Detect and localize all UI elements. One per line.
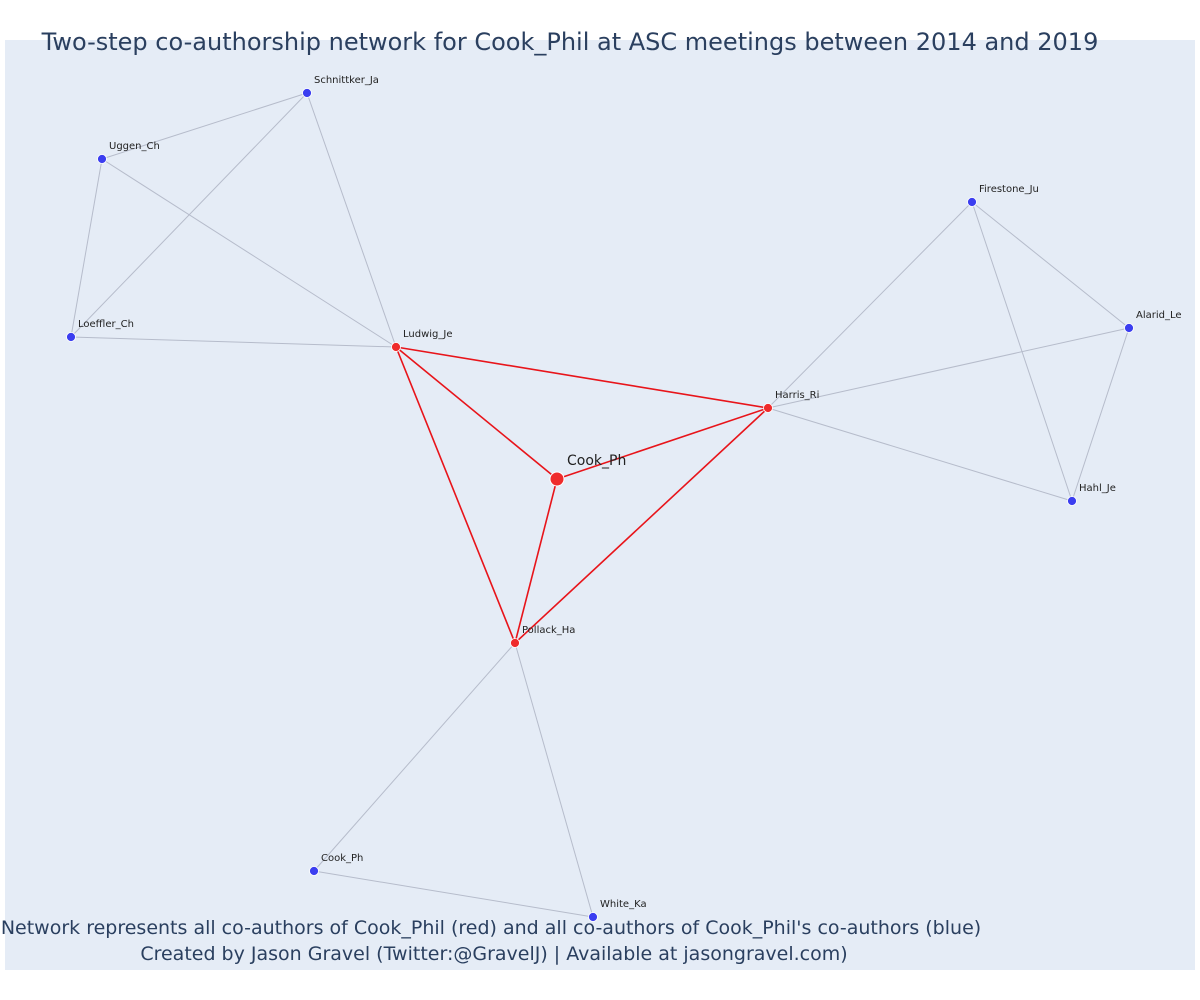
edge-schnittker-ja-ludwig-je	[306, 92, 397, 348]
node-label-ludwig-je: Ludwig_Je	[403, 329, 453, 340]
node-harris-ri[interactable]	[763, 403, 773, 413]
edge-ludwig-je-harris-ri	[395, 346, 769, 409]
edges-layer	[70, 92, 1130, 918]
chart-title: Two-step co-authorship network for Cook_…	[41, 28, 1099, 56]
node-label-loeffler-ch: Loeffler_Ch	[78, 319, 134, 330]
node-hahl-je[interactable]	[1067, 496, 1077, 506]
node-label-pollack-ha: Pollack_Ha	[522, 625, 575, 636]
edge-ludwig-je-pollack-ha	[395, 346, 516, 644]
edge-cook-ph-pollack-ha	[514, 478, 558, 644]
edge-harris-ri-pollack-ha	[514, 407, 769, 644]
edge-firestone-ju-harris-ri	[767, 201, 973, 409]
edge-cook-ph-ludwig-je	[395, 346, 558, 480]
edge-pollack-ha-cook-ph-2	[313, 642, 516, 872]
node-label-harris-ri: Harris_Ri	[775, 390, 819, 401]
edge-cook-ph-harris-ri	[556, 407, 769, 480]
node-label-hahl-je: Hahl_Je	[1079, 483, 1116, 494]
nodes-layer	[66, 88, 1134, 922]
node-ludwig-je[interactable]	[391, 342, 401, 352]
node-label-firestone-ju: Firestone_Ju	[979, 184, 1039, 195]
node-uggen-ch[interactable]	[97, 154, 107, 164]
plot-area	[5, 40, 1195, 970]
edge-uggen-ch-loeffler-ch	[70, 158, 103, 338]
node-schnittker-ja[interactable]	[302, 88, 312, 98]
node-pollack-ha[interactable]	[510, 638, 520, 648]
node-label-cook-ph-2: Cook_Ph	[321, 853, 363, 864]
node-label-alarid-le: Alarid_Le	[1136, 310, 1182, 321]
footer-credit: Created by Jason Gravel (Twitter:@Gravel…	[140, 943, 848, 965]
node-loeffler-ch[interactable]	[66, 332, 76, 342]
edge-loeffler-ch-ludwig-je	[70, 336, 397, 348]
node-label-uggen-ch: Uggen_Ch	[109, 141, 160, 152]
node-cook-ph-2[interactable]	[309, 866, 319, 876]
node-alarid-le[interactable]	[1124, 323, 1134, 333]
edge-cook-ph-2-white-ka	[313, 870, 594, 918]
footer-caption: Network represents all co-authors of Coo…	[0, 917, 982, 939]
edge-firestone-ju-alarid-le	[971, 201, 1130, 329]
node-cook-ph[interactable]	[549, 471, 565, 487]
labels-layer: Cook_Ph Ludwig_Je Harris_Ri Pollack_Ha Schni…	[78, 75, 1182, 910]
edge-uggen-ch-ludwig-je	[101, 158, 397, 348]
edge-alarid-le-harris-ri	[767, 327, 1130, 409]
node-label-cook-ph: Cook_Ph	[567, 453, 626, 469]
node-label-white-ka: White_Ka	[600, 899, 647, 910]
edge-harris-ri-hahl-je	[767, 407, 1073, 502]
edge-alarid-le-hahl-je	[1071, 327, 1130, 502]
node-firestone-ju[interactable]	[967, 197, 977, 207]
edge-pollack-ha-white-ka	[514, 642, 594, 918]
edge-schnittker-ja-uggen-ch	[101, 92, 308, 160]
node-white-ka[interactable]	[588, 912, 598, 922]
node-label-schnittker-ja: Schnittker_Ja	[314, 75, 379, 86]
